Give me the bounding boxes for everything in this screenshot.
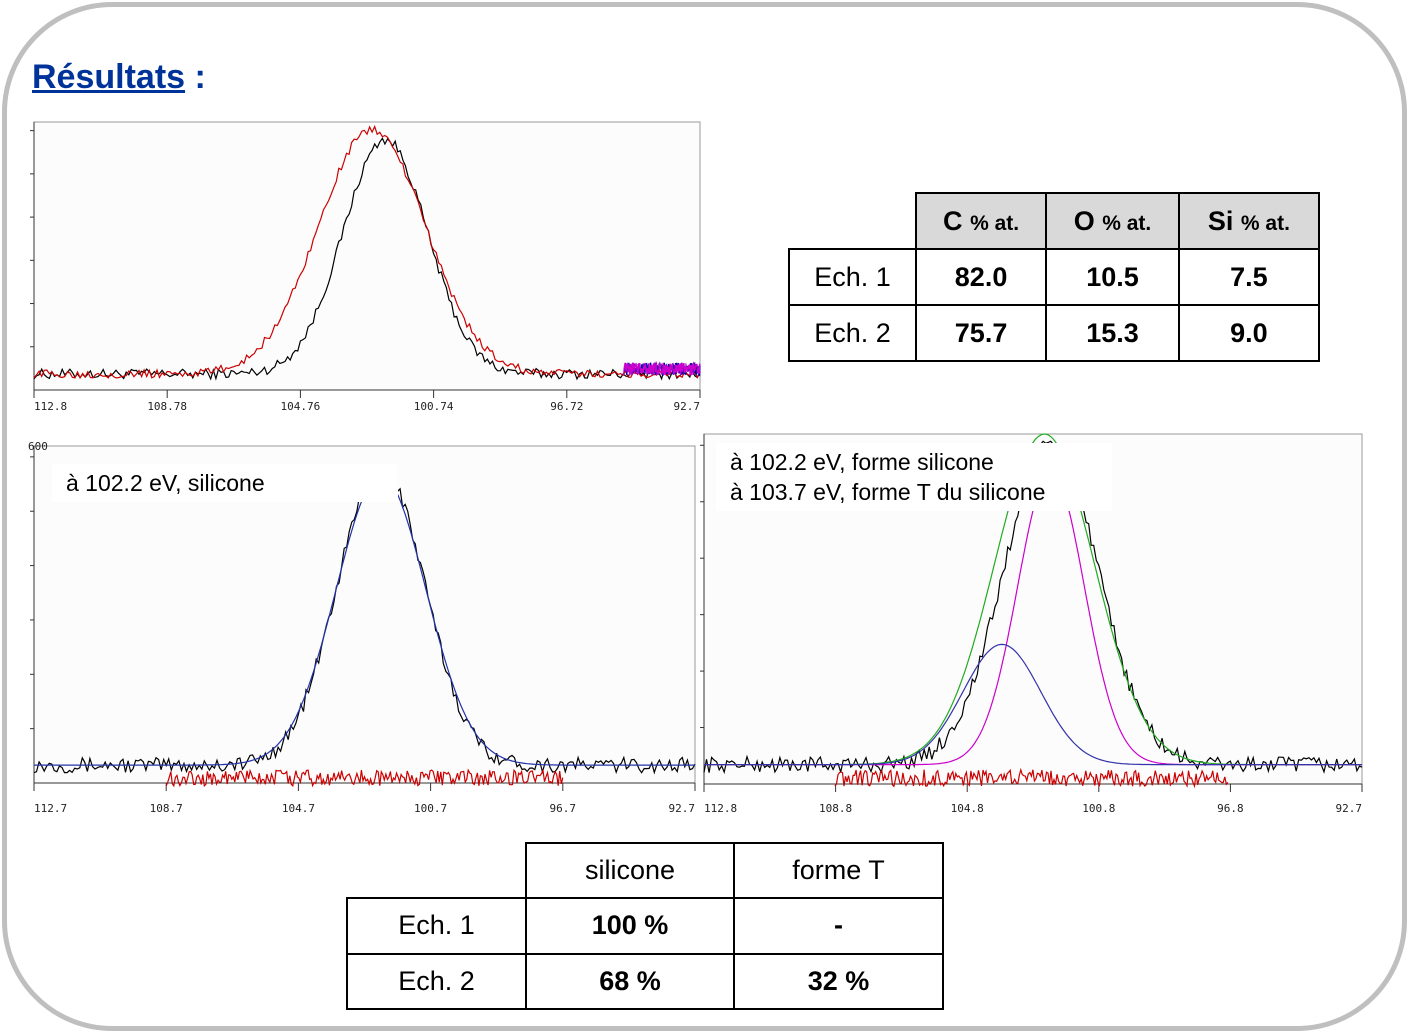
title-colon: : (185, 58, 206, 96)
composition-header-row: C % at. O % at. Si % at. (789, 192, 1321, 250)
x-tick-label: 92.7 (669, 802, 696, 815)
page-title: Résultats : (32, 58, 206, 97)
row-label: Ech. 1 (346, 897, 527, 955)
x-tick-label: 100.8 (1082, 802, 1115, 815)
x-tick-label: 100.74 (414, 400, 454, 413)
x-tick-label: 112.7 (34, 802, 67, 815)
y-top-label: 600 (28, 440, 48, 453)
x-tick-label: 96.8 (1217, 802, 1244, 815)
table-corner (347, 843, 527, 900)
x-tick-label: 96.7 (550, 802, 577, 815)
forms-table: silicone forme T Ech. 1 100 % - Ech. 2 6… (346, 841, 944, 1011)
x-tick-label: 92.7 (674, 400, 701, 413)
series-line (623, 361, 701, 377)
plot-area (33, 121, 701, 391)
x-tick-label: 108.8 (819, 802, 852, 815)
x-tick-label: 92.7 (1336, 802, 1363, 815)
annotation-left-text: à 102.2 eV, silicone (66, 470, 265, 496)
x-tick-label: 96.72 (550, 400, 583, 413)
annotation-left: à 102.2 eV, silicone (52, 464, 398, 502)
spectrum-chart-top: 112.8 108.78 104.76 100.74 96.72 92.7 (30, 121, 701, 413)
row-label: Ech. 1 (788, 248, 917, 306)
x-tick-label: 100.7 (414, 802, 447, 815)
x-tick-label: 104.7 (282, 802, 315, 815)
series-line (33, 124, 701, 380)
forms-header-row: silicone forme T (347, 841, 944, 900)
cell-value: 75.7 (914, 304, 1048, 362)
header-forme-t: forme T (733, 841, 944, 900)
x-tick-label: 112.8 (704, 802, 737, 815)
header-silicone: silicone (525, 841, 735, 900)
series-line (623, 360, 701, 377)
table-row: Ech. 2 75.7 15.3 9.0 (788, 304, 1321, 362)
cell-value: 15.3 (1045, 304, 1180, 362)
header-c: C % at. (914, 192, 1048, 250)
x-tick-label: 112.8 (34, 400, 67, 413)
cell-value: 7.5 (1177, 248, 1321, 306)
x-tick-label: 108.7 (150, 802, 183, 815)
composition-table: C % at. O % at. Si % at. Ech. 1 82.0 10.… (788, 192, 1321, 362)
annotation-right-line-1: à 102.2 eV, forme silicone (730, 449, 994, 475)
x-tick-label: 104.8 (951, 802, 984, 815)
table-corner (789, 193, 917, 250)
x-tick-label: 104.76 (281, 400, 321, 413)
cell-value: - (733, 897, 944, 955)
cell-value: 100 % (525, 897, 735, 955)
plot-area (33, 445, 696, 784)
row-label: Ech. 2 (346, 952, 527, 1011)
series-line (834, 767, 1229, 789)
series-line (704, 643, 1362, 766)
annotation-right-line-2: à 103.7 eV, forme T du silicone (730, 479, 1046, 505)
series-line (165, 768, 564, 788)
header-o: O % at. (1045, 192, 1180, 250)
row-label: Ech. 2 (788, 304, 917, 362)
cell-value: 9.0 (1177, 304, 1321, 362)
cell-value: 32 % (733, 952, 944, 1011)
header-si: Si % at. (1177, 192, 1321, 250)
cell-value: 10.5 (1045, 248, 1180, 306)
cell-value: 82.0 (914, 248, 1048, 306)
x-tick-label: 108.78 (147, 400, 187, 413)
table-row: Ech. 2 68 % 32 % (346, 952, 944, 1011)
table-row: Ech. 1 82.0 10.5 7.5 (788, 248, 1321, 306)
table-row: Ech. 1 100 % - (346, 897, 944, 955)
annotation-right: à 102.2 eV, forme silicone à 103.7 eV, f… (716, 443, 1112, 511)
title-text: Résultats (32, 58, 186, 96)
cell-value: 68 % (525, 952, 735, 1011)
spectrum-chart-bottom-left: 600 112.7 108.7 104.7 100.7 96.7 92.7 (28, 440, 696, 815)
